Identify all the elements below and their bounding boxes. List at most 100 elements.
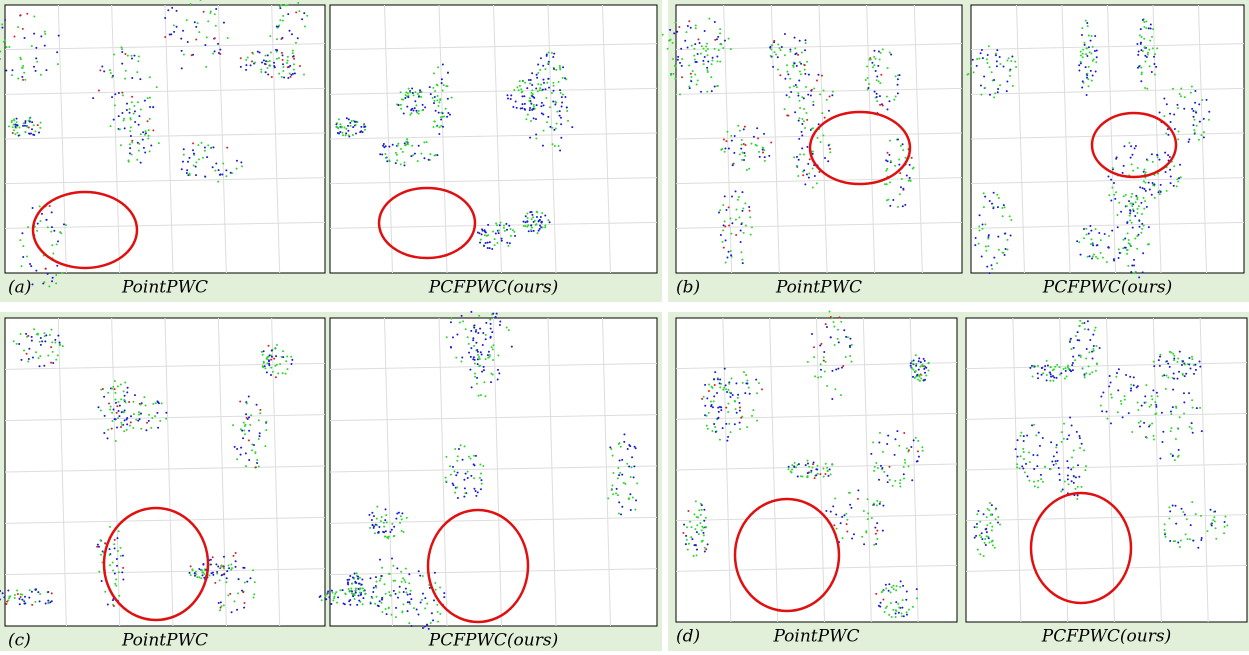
point bbox=[138, 150, 140, 152]
point bbox=[414, 153, 416, 155]
point bbox=[22, 245, 24, 247]
point bbox=[737, 199, 739, 201]
point bbox=[28, 348, 30, 350]
point bbox=[691, 538, 693, 540]
point bbox=[478, 315, 480, 317]
point bbox=[254, 581, 256, 583]
point bbox=[797, 92, 799, 94]
point bbox=[18, 135, 20, 137]
point bbox=[385, 514, 387, 516]
point bbox=[881, 467, 883, 469]
point bbox=[833, 321, 835, 323]
point bbox=[540, 105, 542, 107]
point bbox=[36, 230, 38, 232]
point bbox=[374, 603, 376, 605]
point bbox=[122, 555, 124, 557]
point bbox=[808, 177, 810, 179]
point bbox=[182, 161, 184, 163]
point bbox=[57, 63, 59, 65]
point bbox=[908, 180, 910, 182]
point bbox=[409, 91, 411, 93]
point bbox=[400, 163, 402, 165]
point bbox=[985, 528, 987, 530]
point bbox=[267, 73, 269, 75]
point bbox=[1141, 405, 1143, 407]
point bbox=[1177, 542, 1179, 544]
point bbox=[118, 115, 120, 117]
point bbox=[198, 568, 200, 570]
point bbox=[126, 109, 128, 111]
point bbox=[140, 108, 142, 110]
point bbox=[266, 356, 268, 358]
point bbox=[47, 600, 49, 602]
point bbox=[383, 522, 385, 524]
point bbox=[728, 225, 730, 227]
point bbox=[352, 577, 354, 579]
point bbox=[281, 76, 283, 78]
point bbox=[540, 84, 542, 86]
point bbox=[876, 100, 878, 102]
point bbox=[470, 356, 472, 358]
point bbox=[1181, 508, 1183, 510]
point bbox=[132, 401, 134, 403]
point bbox=[1088, 46, 1090, 48]
point bbox=[531, 227, 533, 229]
point bbox=[630, 466, 632, 468]
point bbox=[814, 175, 816, 177]
point bbox=[1047, 364, 1049, 366]
point bbox=[1123, 145, 1125, 147]
point bbox=[1086, 94, 1088, 96]
point bbox=[233, 600, 235, 602]
point bbox=[624, 483, 626, 485]
point bbox=[873, 64, 875, 66]
point bbox=[886, 96, 888, 98]
point bbox=[925, 375, 927, 377]
point bbox=[487, 224, 489, 226]
point bbox=[840, 394, 842, 396]
point bbox=[439, 613, 441, 615]
point bbox=[1134, 215, 1136, 217]
point bbox=[846, 523, 848, 525]
point bbox=[1058, 473, 1060, 475]
point bbox=[897, 92, 899, 94]
point bbox=[510, 94, 512, 96]
point bbox=[806, 112, 808, 114]
point bbox=[35, 57, 37, 59]
point bbox=[697, 80, 699, 82]
point bbox=[5, 70, 7, 72]
point bbox=[612, 455, 614, 457]
point bbox=[109, 554, 111, 556]
point bbox=[1072, 466, 1074, 468]
point bbox=[544, 68, 546, 70]
point bbox=[1082, 53, 1084, 55]
point bbox=[705, 46, 707, 48]
point bbox=[699, 42, 701, 44]
point bbox=[381, 567, 383, 569]
point bbox=[253, 596, 255, 598]
point bbox=[695, 27, 697, 29]
point bbox=[813, 87, 815, 89]
point-cloud-view bbox=[662, 5, 962, 273]
point bbox=[893, 585, 895, 587]
point bbox=[1183, 392, 1185, 394]
point bbox=[350, 125, 352, 127]
point bbox=[385, 145, 387, 147]
point bbox=[1118, 257, 1120, 259]
point bbox=[195, 166, 197, 168]
point bbox=[1172, 353, 1174, 355]
point bbox=[525, 118, 527, 120]
point bbox=[129, 143, 131, 145]
point bbox=[1185, 533, 1187, 535]
point bbox=[286, 368, 288, 370]
point bbox=[1116, 372, 1118, 374]
point bbox=[214, 37, 216, 39]
point bbox=[1167, 377, 1169, 379]
point bbox=[730, 431, 732, 433]
point bbox=[267, 61, 269, 63]
point bbox=[1125, 194, 1127, 196]
point bbox=[480, 479, 482, 481]
point bbox=[1137, 401, 1139, 403]
point bbox=[182, 30, 184, 32]
point bbox=[532, 216, 534, 218]
point bbox=[867, 498, 869, 500]
